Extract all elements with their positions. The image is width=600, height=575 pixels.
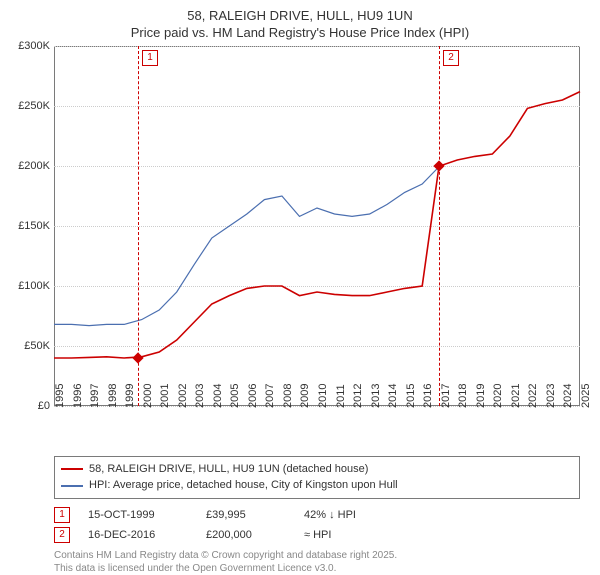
x-tick-label: 2001 bbox=[159, 383, 171, 407]
y-tick-label: £300K bbox=[6, 40, 50, 52]
y-tick-label: £250K bbox=[6, 100, 50, 112]
chart-container: { "title_line1": "58, RALEIGH DRIVE, HUL… bbox=[0, 0, 600, 560]
x-tick-label: 2025 bbox=[580, 383, 592, 407]
transaction-row: 2 16-DEC-2016 £200,000 ≈ HPI bbox=[54, 525, 580, 545]
transaction-rows: 1 15-OCT-1999 £39,995 42% ↓ HPI 2 16-DEC-2016… bbox=[54, 505, 580, 545]
transaction-date: 15-OCT-1999 bbox=[88, 509, 188, 521]
x-tick-label: 1996 bbox=[72, 383, 84, 407]
x-tick-label: 2017 bbox=[440, 383, 452, 407]
transaction-price: £200,000 bbox=[206, 529, 286, 541]
legend-item: 58, RALEIGH DRIVE, HULL, HU9 1UN (detach… bbox=[61, 461, 573, 478]
x-tick-label: 2010 bbox=[317, 383, 329, 407]
x-tick-label: 2021 bbox=[510, 383, 522, 407]
footer: Contains HM Land Registry data © Crown c… bbox=[54, 549, 580, 575]
x-tick-label: 2015 bbox=[405, 383, 417, 407]
y-tick-label: £100K bbox=[6, 280, 50, 292]
x-tick-label: 1997 bbox=[89, 383, 101, 407]
transaction-number-badge: 2 bbox=[54, 527, 70, 543]
x-tick-label: 2005 bbox=[229, 383, 241, 407]
y-tick-label: £200K bbox=[6, 160, 50, 172]
transaction-row: 1 15-OCT-1999 £39,995 42% ↓ HPI bbox=[54, 505, 580, 525]
transaction-vline bbox=[138, 46, 139, 406]
legend-item: HPI: Average price, detached house, City… bbox=[61, 477, 573, 494]
transaction-badge: 1 bbox=[142, 50, 158, 66]
x-tick-label: 2022 bbox=[527, 383, 539, 407]
chart-title: 58, RALEIGH DRIVE, HULL, HU9 1UN bbox=[12, 8, 588, 25]
x-axis-ticks: 1995199619971998199920002001200220032004… bbox=[54, 406, 580, 450]
transaction-vline bbox=[439, 46, 440, 406]
x-tick-label: 2013 bbox=[370, 383, 382, 407]
x-tick-label: 2016 bbox=[422, 383, 434, 407]
x-tick-label: 2007 bbox=[264, 383, 276, 407]
legend: 58, RALEIGH DRIVE, HULL, HU9 1UN (detach… bbox=[54, 456, 580, 499]
legend-swatch bbox=[61, 468, 83, 470]
x-tick-label: 2002 bbox=[177, 383, 189, 407]
x-tick-label: 2006 bbox=[247, 383, 259, 407]
x-tick-label: 2008 bbox=[282, 383, 294, 407]
transaction-number-badge: 1 bbox=[54, 507, 70, 523]
x-tick-label: 2023 bbox=[545, 383, 557, 407]
transaction-date: 16-DEC-2016 bbox=[88, 529, 188, 541]
x-tick-label: 2014 bbox=[387, 383, 399, 407]
transaction-badge: 2 bbox=[443, 50, 459, 66]
y-tick-label: £50K bbox=[6, 340, 50, 352]
x-tick-label: 2003 bbox=[194, 383, 206, 407]
x-tick-label: 2024 bbox=[562, 383, 574, 407]
plot-area: £0£50K£100K£150K£200K£250K£300K12 bbox=[54, 46, 580, 406]
legend-label: HPI: Average price, detached house, City… bbox=[89, 477, 398, 494]
transaction-hpi-delta: 42% ↓ HPI bbox=[304, 509, 356, 521]
y-tick-label: £150K bbox=[6, 220, 50, 232]
x-tick-label: 1995 bbox=[54, 383, 66, 407]
x-tick-label: 1998 bbox=[107, 383, 119, 407]
chart-subtitle: Price paid vs. HM Land Registry's House … bbox=[12, 25, 588, 42]
x-tick-label: 2019 bbox=[475, 383, 487, 407]
series-line-price_paid bbox=[54, 91, 580, 357]
chart-titles: 58, RALEIGH DRIVE, HULL, HU9 1UN Price p… bbox=[12, 8, 588, 42]
chart-svg bbox=[54, 46, 580, 406]
x-tick-label: 2018 bbox=[457, 383, 469, 407]
x-tick-label: 2012 bbox=[352, 383, 364, 407]
legend-label: 58, RALEIGH DRIVE, HULL, HU9 1UN (detach… bbox=[89, 461, 368, 478]
x-tick-label: 2000 bbox=[142, 383, 154, 407]
x-tick-label: 2020 bbox=[492, 383, 504, 407]
y-tick-label: £0 bbox=[6, 400, 50, 412]
x-tick-label: 2009 bbox=[299, 383, 311, 407]
transaction-hpi-delta: ≈ HPI bbox=[304, 529, 331, 541]
transaction-price: £39,995 bbox=[206, 509, 286, 521]
footer-line: This data is licensed under the Open Gov… bbox=[54, 562, 580, 575]
x-tick-label: 1999 bbox=[124, 383, 136, 407]
legend-swatch bbox=[61, 485, 83, 487]
series-line-hpi bbox=[54, 166, 440, 326]
x-tick-label: 2004 bbox=[212, 383, 224, 407]
x-tick-label: 2011 bbox=[335, 384, 347, 408]
